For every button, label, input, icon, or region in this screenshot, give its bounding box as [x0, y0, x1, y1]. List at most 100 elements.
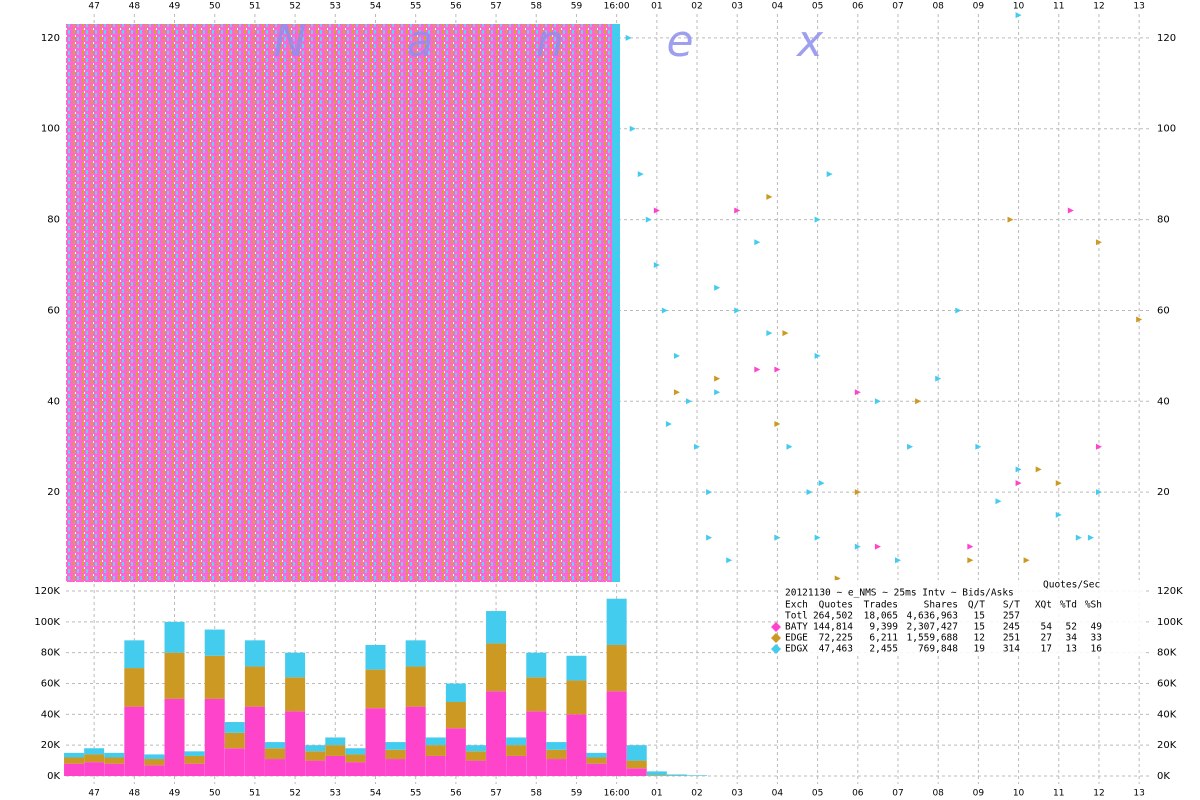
bar	[365, 669, 386, 709]
x-tick-label: 54	[370, 789, 382, 799]
bar	[244, 706, 265, 776]
bar	[425, 755, 446, 776]
bar	[144, 759, 165, 766]
bar	[385, 742, 406, 750]
bar	[285, 652, 306, 678]
bar	[365, 708, 386, 776]
y-tick-label: 80K	[1157, 648, 1177, 659]
bar	[305, 751, 326, 761]
legend-cell: 264,502	[813, 611, 853, 622]
y-tick-label: 40K	[41, 709, 61, 720]
x-tick-label: 13	[1133, 789, 1144, 799]
legend-cell: 6,211	[869, 633, 898, 644]
x-tick-label: 48	[129, 2, 141, 12]
x-tick-label: 13	[1133, 2, 1144, 12]
legend: 20121130 ~ e_NMS ~ 25ms Intv ~ Bids/Asks…	[771, 580, 1145, 656]
y-tick-label: 60K	[1157, 679, 1177, 690]
bar	[285, 711, 306, 776]
quote-marker	[1136, 316, 1143, 323]
close-band	[612, 24, 620, 582]
bar	[345, 762, 366, 776]
y-tick-label: 120	[1157, 33, 1176, 44]
legend-cell: 16	[1091, 644, 1103, 655]
bar	[445, 683, 466, 702]
legend-row-name: BATY	[785, 622, 808, 633]
x-tick-label: 57	[490, 2, 501, 12]
quote-marker	[874, 398, 881, 405]
bar	[224, 732, 245, 749]
quote-marker	[935, 375, 942, 382]
y-tick-label: 100	[1157, 124, 1176, 135]
quote-marker	[782, 330, 789, 337]
y-tick-label: 40	[47, 396, 60, 407]
bar	[646, 771, 667, 776]
bar	[64, 752, 85, 758]
bar	[104, 752, 125, 758]
x-tick-label: 06	[852, 789, 864, 799]
quote-marker	[854, 389, 861, 396]
quote-marker	[685, 398, 692, 405]
x-tick-label: 05	[812, 2, 823, 12]
x-tick-label: 52	[289, 789, 300, 799]
bar	[486, 611, 507, 644]
bar	[606, 598, 627, 645]
bar	[506, 745, 527, 756]
bar	[626, 768, 647, 776]
bar	[224, 722, 245, 733]
quote-marker	[673, 352, 680, 359]
bar	[365, 644, 386, 670]
quote-marker	[637, 171, 644, 178]
y-tick-label: 20	[1157, 487, 1170, 498]
bar	[84, 762, 105, 776]
quote-marker	[1007, 216, 1014, 223]
quote-marker	[814, 534, 821, 541]
quote-marker	[714, 389, 721, 396]
quote-marker	[754, 366, 761, 373]
bar	[566, 655, 587, 681]
x-tick-label: 53	[330, 789, 341, 799]
legend-header: XQt	[1035, 600, 1052, 611]
bar	[405, 640, 426, 667]
x-tick-label: 59	[571, 2, 583, 12]
bar	[64, 757, 85, 764]
bar	[265, 759, 286, 776]
bar	[465, 760, 486, 776]
legend-cell: 13	[1066, 644, 1077, 655]
bar	[244, 666, 265, 707]
watermark-letter: a	[407, 16, 434, 67]
legend-row-name: EDGE	[785, 633, 808, 644]
bar	[586, 763, 607, 776]
bar	[244, 640, 265, 667]
y-tick-label: 120K	[1157, 586, 1183, 597]
x-tick-label: 08	[932, 789, 944, 799]
quote-marker	[1015, 480, 1022, 487]
x-tick-label: 11	[1053, 2, 1064, 12]
legend-units: Quotes/Sec	[1043, 580, 1100, 591]
y-tick-label: 120	[41, 33, 60, 44]
quote-marker	[653, 262, 660, 269]
legend-header: S/T	[1003, 600, 1020, 611]
quote-marker	[1087, 534, 1094, 541]
bar	[385, 749, 406, 760]
quote-marker	[915, 398, 922, 405]
quote-marker	[894, 557, 901, 564]
quote-marker	[967, 543, 974, 550]
quote-marker	[714, 375, 721, 382]
x-tick-label: 10	[1013, 2, 1025, 12]
quote-marker	[1075, 534, 1082, 541]
legend-cell: 49	[1091, 622, 1103, 633]
bar	[325, 755, 346, 776]
x-tick-label: 51	[249, 2, 260, 12]
quote-marker	[874, 543, 881, 550]
bar	[586, 757, 607, 764]
x-tick-label: 04	[772, 789, 784, 799]
legend-header: Q/T	[968, 600, 985, 611]
legend-cell: 257	[1003, 611, 1020, 622]
legend-cell: 144,814	[813, 622, 853, 633]
x-tick-label: 02	[691, 2, 702, 12]
bar	[144, 754, 165, 760]
quote-marker	[975, 443, 982, 450]
x-tick-label: 04	[772, 2, 784, 12]
bar	[325, 737, 346, 746]
